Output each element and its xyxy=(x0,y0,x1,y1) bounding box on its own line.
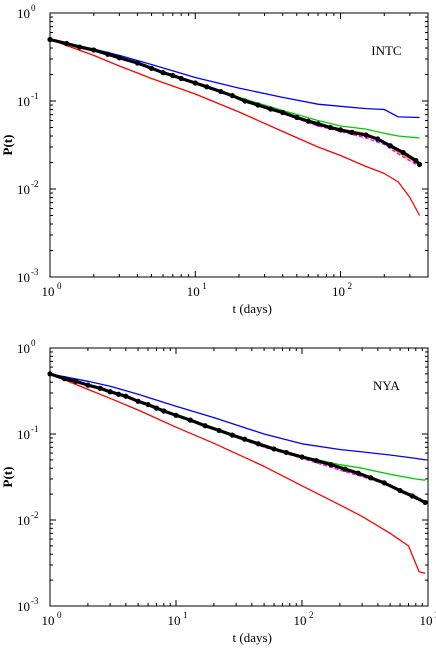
y-axis-label: P(t) xyxy=(0,467,15,488)
y-tick-label: 10 xyxy=(17,513,30,528)
y-tick-label: 10 xyxy=(17,182,30,197)
y-tick-label: 10 xyxy=(17,341,30,356)
x-tick-label: 10 xyxy=(420,613,433,628)
x-tick-exponent: 0 xyxy=(57,610,62,620)
y-tick-exponent: -3 xyxy=(31,596,39,606)
x-tick-label: 10 xyxy=(42,284,55,299)
x-axis-label: t (days) xyxy=(233,301,272,316)
x-tick-exponent: 1 xyxy=(202,281,207,291)
y-tick-label: 10 xyxy=(17,270,30,285)
series-line xyxy=(49,38,420,168)
x-tick-label: 10 xyxy=(332,284,345,299)
series-line xyxy=(49,37,421,166)
series-line xyxy=(49,38,421,216)
x-tick-label: 10 xyxy=(187,284,200,299)
panel-annotation: NYA xyxy=(373,378,400,393)
y-tick-exponent: -1 xyxy=(31,424,39,434)
panel-annotation: INTC xyxy=(371,43,401,58)
y-tick-exponent: -2 xyxy=(31,179,39,189)
series-line xyxy=(49,38,420,119)
y-tick-label: 10 xyxy=(17,427,30,442)
y-tick-label: 10 xyxy=(17,599,30,614)
x-tick-exponent: 1 xyxy=(183,610,188,620)
plot-frame xyxy=(49,347,429,607)
intc-panel: 10 0 10 1 10 210 010 -110 -210 -3t (days)P(t)INTC xyxy=(0,3,429,316)
x-tick-exponent: 2 xyxy=(309,610,314,620)
y-tick-exponent: -3 xyxy=(31,267,39,277)
series-line xyxy=(49,372,426,504)
series-line xyxy=(49,373,426,461)
y-tick-exponent: -1 xyxy=(31,91,39,101)
y-tick-label: 10 xyxy=(17,6,30,21)
x-axis-label: t (days) xyxy=(233,630,272,645)
y-tick-exponent: 0 xyxy=(31,338,36,348)
x-tick-exponent: 0 xyxy=(57,281,62,291)
x-tick-label: 10 xyxy=(42,613,55,628)
y-tick-exponent: -2 xyxy=(31,510,39,520)
y-tick-exponent: 0 xyxy=(31,3,36,13)
nya-panel: 10010110210310010-110-210-3t (days)P(t)N… xyxy=(0,338,436,645)
x-tick-exponent: 2 xyxy=(348,281,353,291)
series-line xyxy=(49,373,426,574)
series-line xyxy=(49,38,420,166)
y-tick-label: 10 xyxy=(17,94,30,109)
y-axis-label: P(t) xyxy=(0,135,15,156)
x-tick-label: 10 xyxy=(294,613,307,628)
x-tick-label: 10 xyxy=(168,613,181,628)
